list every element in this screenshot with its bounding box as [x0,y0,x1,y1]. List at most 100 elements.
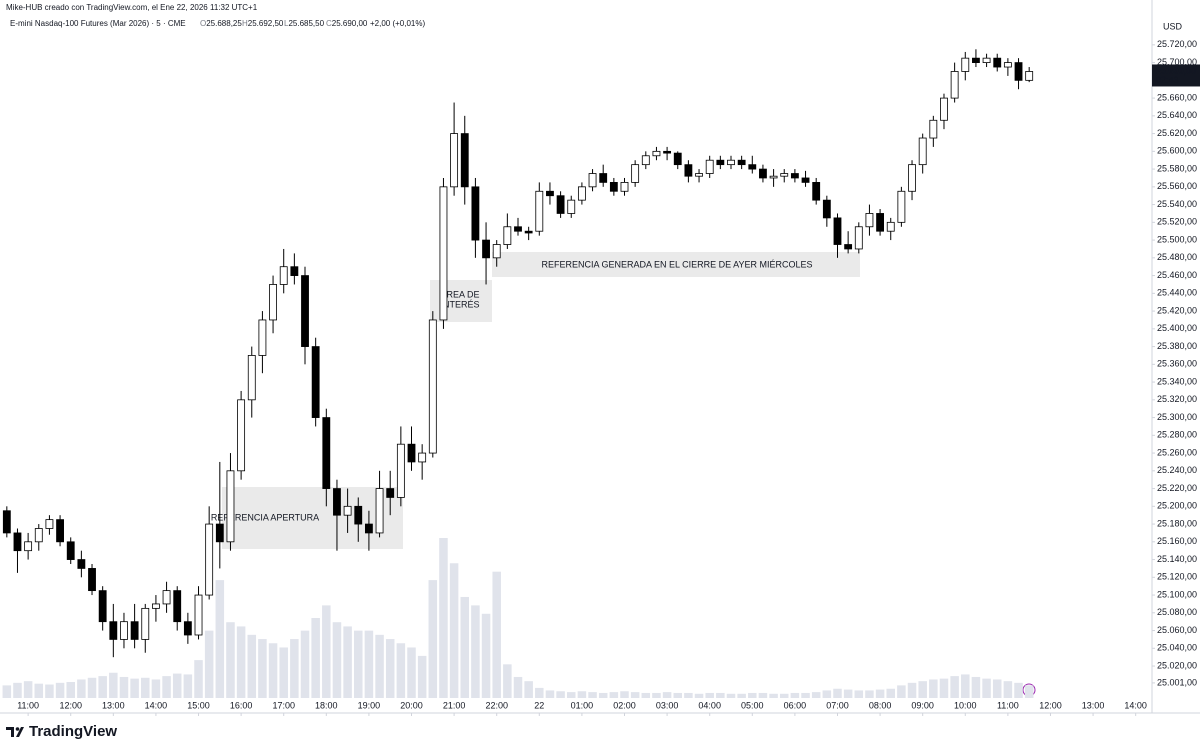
candle-body [460,133,469,188]
x-tick-label: 12:00 [59,700,82,710]
volume-bar [566,692,576,698]
candle-body [258,319,267,356]
candle-body [77,559,86,569]
volume-bar [694,693,704,698]
y-tick-label: 25.240,00 [1157,465,1197,475]
volume-bar [34,683,44,698]
volume-bar [162,676,171,698]
y-tick-label: 25.540,00 [1157,199,1197,209]
volume-bar [98,676,107,698]
x-tick-label: 11:00 [17,700,39,710]
candle-body [684,164,693,177]
candle-body [396,443,405,498]
volume-bar [918,681,927,698]
candle-body [428,319,437,454]
volume-bar [375,634,384,698]
x-tick-label: 22 [534,700,544,710]
candle-body [130,621,139,640]
y-tick-label: 25.560,00 [1157,181,1197,191]
x-tick-label: 12:00 [1039,700,1062,710]
volume-bar [300,630,310,698]
volume-bar [971,676,981,698]
volume-bar [183,674,193,698]
candle-body [790,173,799,179]
volume-bar [801,692,810,698]
volume-bar [45,684,54,698]
y-tick-label: 25.020,00 [1157,660,1197,670]
candle-body [439,186,448,321]
volume-bar [194,660,203,698]
candle-body [514,226,522,232]
x-tick-label: 06:00 [784,700,807,710]
volume-bar [652,692,661,698]
legend-key: O [200,19,206,28]
volume-bar [23,681,33,698]
legend-key: L [284,19,289,28]
volume-bar [471,605,480,698]
candle-body [599,173,608,183]
candle-body [588,173,597,188]
candle-body [876,213,885,232]
candle-body [556,195,565,214]
candle-body [120,621,128,640]
candle-body [546,190,554,197]
x-tick-label: 01:00 [571,700,594,710]
candle-body [620,182,629,192]
candle-body [354,505,363,525]
candle-body [141,607,150,640]
annotation-box [492,252,860,277]
candle-body [205,523,214,596]
volume-bar [673,692,683,698]
y-tick-label: 25.320,00 [1157,394,1197,404]
volume-bar [929,679,938,698]
candle-body [386,488,395,498]
candle-body [13,532,22,552]
logo-icon [6,727,24,737]
candle-body [631,164,640,183]
volume-bar [385,639,395,698]
volume-bar [396,643,406,698]
chart-title: E-mini Nasdaq-100 Futures (Mar 2026) · 5… [10,19,186,28]
candle-body [269,284,277,321]
volume-bar [609,692,619,698]
volume-bar [1024,685,1034,698]
candle-body [801,177,810,183]
candle-body [567,199,576,214]
y-tick-label: 25.600,00 [1157,146,1197,156]
candle-body [1003,62,1012,68]
volume-bar [141,677,150,698]
candle-body [972,57,980,63]
volume-bar [513,676,523,698]
volume-bar [439,538,448,698]
candle-body [34,528,43,543]
y-tick-label: 25.001,00 [1157,677,1197,687]
candle-body [152,603,160,609]
volume-bar [503,664,512,698]
candle-body [982,57,991,63]
volume-bar [535,687,544,698]
y-tick-label: 25.440,00 [1157,288,1197,298]
candle-body [503,226,512,245]
y-tick-label: 25.380,00 [1157,341,1197,351]
candle-body [66,541,75,560]
x-tick-label: 16:00 [230,700,253,710]
currency: USD [1163,21,1183,31]
x-tick-label: 14:00 [145,700,168,710]
x-tick-label: 20:00 [400,700,423,710]
candle-body [716,159,725,166]
candle-body [56,519,64,543]
volume-bar [407,647,416,698]
candle-body [993,57,1002,68]
volume-bar [172,673,182,698]
volume-bar [258,639,267,698]
candle-body [918,137,927,166]
volume-bar [939,678,949,698]
candle-body [450,133,459,188]
candle-body [886,221,895,232]
candle-body [524,230,533,234]
candle-body [492,244,501,259]
y-tick-label: 25.460,00 [1157,270,1197,280]
volume-bar [769,693,778,698]
candle-body [705,159,714,174]
